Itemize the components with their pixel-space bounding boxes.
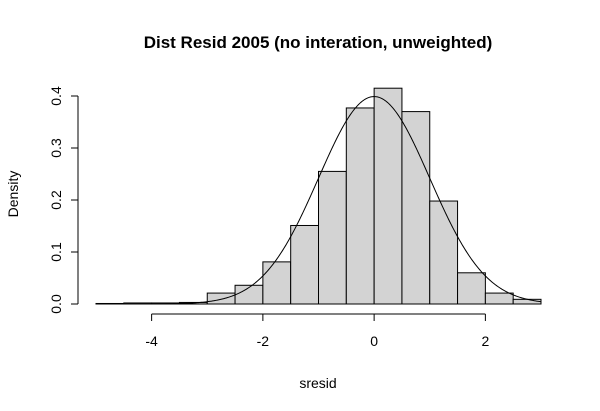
histogram-bar-9 [345, 107, 375, 305]
x-tick-label: -4 [145, 333, 158, 349]
histogram-bar-7 [290, 224, 320, 305]
histogram-bars [95, 87, 542, 305]
x-tick-label: 0 [370, 333, 378, 349]
histogram-bar-15 [512, 298, 542, 305]
x-tick-label: 2 [481, 333, 489, 349]
chart-title: Dist Resid 2005 (no interation, unweight… [144, 33, 493, 52]
x-tick-label: -2 [257, 333, 270, 349]
histogram-bar-12 [429, 200, 459, 305]
x-axis: -4 -2 0 2 [145, 313, 489, 349]
y-tick-label: 0.4 [48, 86, 64, 106]
histogram-bar-13 [457, 272, 486, 305]
histogram-bar-8 [318, 170, 347, 305]
histogram-bar-6 [262, 261, 292, 305]
y-tick-label: 0.2 [48, 190, 64, 210]
y-tick-label: 0.3 [48, 138, 64, 158]
x-axis-label: sresid [299, 375, 336, 391]
normal-density-curve [96, 96, 542, 305]
y-tick-label: 0.1 [48, 242, 64, 262]
y-axis: 0.0 0.1 0.2 0.3 0.4 [48, 86, 79, 314]
histogram-bar-11 [401, 111, 431, 305]
y-tick-label: 0.0 [48, 294, 64, 314]
histogram-bar-14 [484, 292, 514, 305]
histogram-bar-10 [373, 87, 403, 305]
y-axis-label: Density [5, 171, 21, 218]
histogram-bar-4 [206, 292, 236, 305]
